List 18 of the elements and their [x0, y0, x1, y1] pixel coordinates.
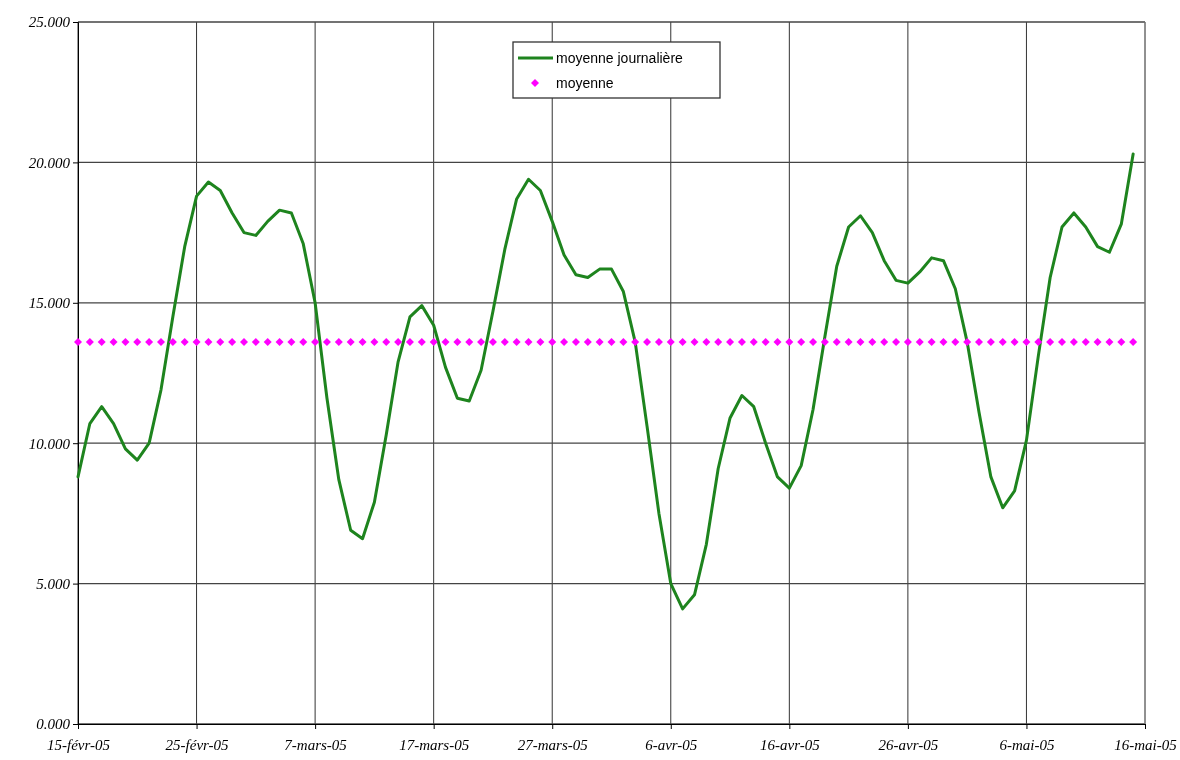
x-tick-label: 27-mars-05 — [517, 737, 589, 753]
legend-label: moyenne — [556, 75, 614, 91]
x-tick-label: 17-mars-05 — [399, 737, 470, 753]
x-tick-label: 25-févr-05 — [165, 737, 230, 753]
y-tick-label: 25.000 — [28, 14, 71, 31]
x-tick-label: 15-févr-05 — [46, 737, 111, 753]
y-tick-label: 10.000 — [28, 435, 71, 452]
y-tick-label: 15.000 — [28, 295, 71, 312]
x-tick-label: 6-mai-05 — [999, 737, 1055, 753]
x-tick-label: 6-avr-05 — [645, 737, 698, 753]
x-tick-label: 7-mars-05 — [284, 737, 348, 753]
y-tick-label: 20.000 — [28, 154, 71, 171]
x-tick-label: 16-mai-05 — [1114, 737, 1178, 753]
y-tick-label: 0.000 — [36, 716, 71, 733]
x-tick-label: 26-avr-05 — [878, 737, 939, 753]
x-tick-label: 16-avr-05 — [759, 737, 821, 753]
legend-label: moyenne journalière — [556, 50, 684, 66]
y-tick-label: 5.000 — [36, 575, 71, 592]
